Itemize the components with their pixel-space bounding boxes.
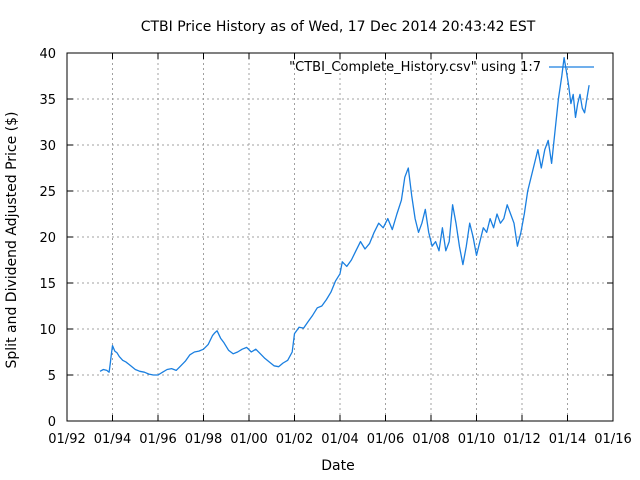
x-tick-label: 01/96 <box>139 432 176 447</box>
y-tick-label: 10 <box>39 323 56 338</box>
x-axis-label: Date <box>321 458 354 474</box>
x-tick-label: 01/10 <box>458 432 495 447</box>
y-tick-label: 5 <box>48 369 56 384</box>
y-tick-label: 30 <box>39 139 56 154</box>
x-tick-label: 01/02 <box>276 432 313 447</box>
plot-border <box>66 52 614 422</box>
legend: "CTBI_Complete_History.csv" using 1:7 <box>289 60 594 75</box>
x-tick-label: 01/14 <box>549 432 586 447</box>
price-series-line <box>99 56 590 376</box>
x-tick-label: 01/04 <box>321 432 358 447</box>
y-tick-label: 35 <box>39 93 56 108</box>
grid <box>67 53 613 421</box>
chart-title: CTBI Price History as of Wed, 17 Dec 201… <box>141 19 536 35</box>
y-axis-ticks: 0 5 10 15 20 25 30 35 40 <box>39 47 613 430</box>
y-axis-label: Split and Dividend Adjusted Price ($) <box>4 112 20 369</box>
y-tick-label: 20 <box>39 231 56 246</box>
y-tick-label: 40 <box>39 47 56 62</box>
x-tick-label: 01/00 <box>230 432 267 447</box>
x-tick-label: 01/08 <box>412 432 449 447</box>
x-tick-label: 01/12 <box>503 432 540 447</box>
x-tick-label: 01/16 <box>594 432 631 447</box>
x-axis-ticks: 01/92 01/94 01/96 01/98 01/00 01/02 01/04 01/06… <box>48 53 632 447</box>
series-layer <box>99 56 590 376</box>
y-tick-label: 0 <box>48 415 56 430</box>
y-tick-label: 15 <box>39 277 56 292</box>
x-tick-label: 01/06 <box>367 432 404 447</box>
x-tick-label: 01/98 <box>185 432 222 447</box>
legend-label: "CTBI_Complete_History.csv" using 1:7 <box>289 60 541 75</box>
y-tick-label: 25 <box>39 185 56 200</box>
x-tick-label: 01/92 <box>48 432 85 447</box>
x-tick-label: 01/94 <box>94 432 131 447</box>
